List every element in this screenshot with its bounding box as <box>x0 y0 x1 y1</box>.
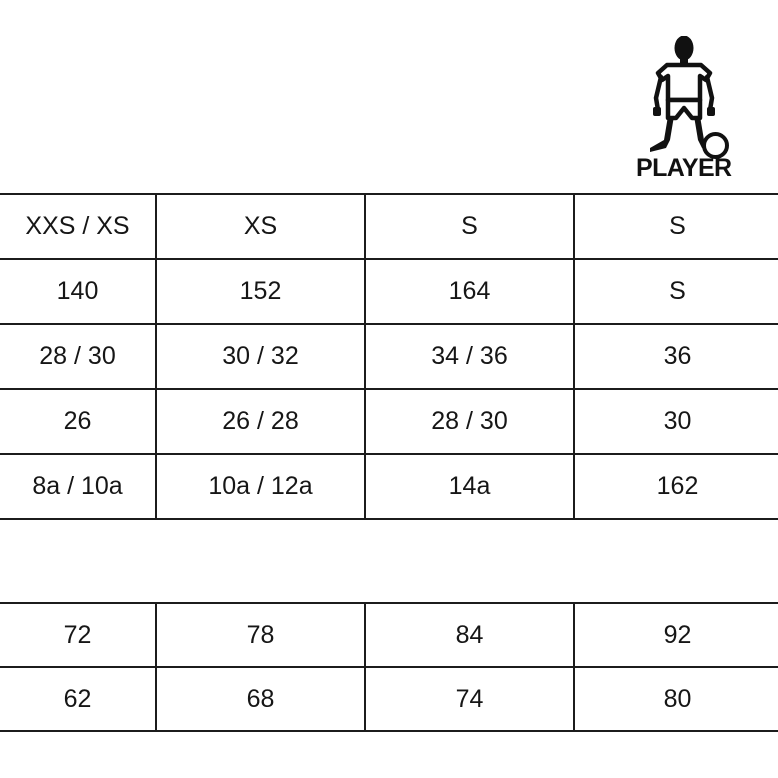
soccer-player-figure-icon <box>650 36 718 152</box>
body-measurement-table: 72 78 84 92 62 68 74 80 <box>0 602 778 732</box>
table-cell: 162 <box>573 453 778 520</box>
letter-size-row: XXS / XS XS S S <box>0 193 778 260</box>
table-cell: 14a <box>364 453 575 520</box>
table-cell: 78 <box>155 602 366 668</box>
table-cell: 30 <box>573 388 778 455</box>
table-cell: 140 <box>0 258 157 325</box>
soccer-ball-icon <box>702 132 729 159</box>
table-cell: XXS / XS <box>0 193 157 260</box>
size-conversion-table: XXS / XS XS S S 140 152 164 S 28 / 30 30… <box>0 193 778 520</box>
brand-logo: PLAYER <box>630 36 750 184</box>
table-cell: 26 <box>0 388 157 455</box>
table-cell: 36 <box>573 323 778 390</box>
table-cell: 152 <box>155 258 366 325</box>
table-cell: 8a / 10a <box>0 453 157 520</box>
height-size-row: 140 152 164 S <box>0 258 778 325</box>
table-cell: 84 <box>364 602 575 668</box>
table-cell: 62 <box>0 666 157 732</box>
table-cell: 72 <box>0 602 157 668</box>
table-cell: 10a / 12a <box>155 453 366 520</box>
table-cell: S <box>364 193 575 260</box>
chest-measure-row: 72 78 84 92 <box>0 602 778 668</box>
table-cell: S <box>573 258 778 325</box>
table-cell: 92 <box>573 602 778 668</box>
table-cell: XS <box>155 193 366 260</box>
table-cell: 164 <box>364 258 575 325</box>
table-cell: 30 / 32 <box>155 323 366 390</box>
brand-wordmark: PLAYER <box>636 154 732 182</box>
waist-size-row: 26 26 / 28 28 / 30 30 <box>0 388 778 455</box>
table-cell: 74 <box>364 666 575 732</box>
table-cell: 26 / 28 <box>155 388 366 455</box>
table-cell: 68 <box>155 666 366 732</box>
table-cell: 28 / 30 <box>0 323 157 390</box>
chest-size-row: 28 / 30 30 / 32 34 / 36 36 <box>0 323 778 390</box>
table-cell: 34 / 36 <box>364 323 575 390</box>
table-cell: S <box>573 193 778 260</box>
table-cell: 80 <box>573 666 778 732</box>
table-cell: 28 / 30 <box>364 388 575 455</box>
age-size-row: 8a / 10a 10a / 12a 14a 162 <box>0 453 778 520</box>
waist-measure-row: 62 68 74 80 <box>0 666 778 732</box>
